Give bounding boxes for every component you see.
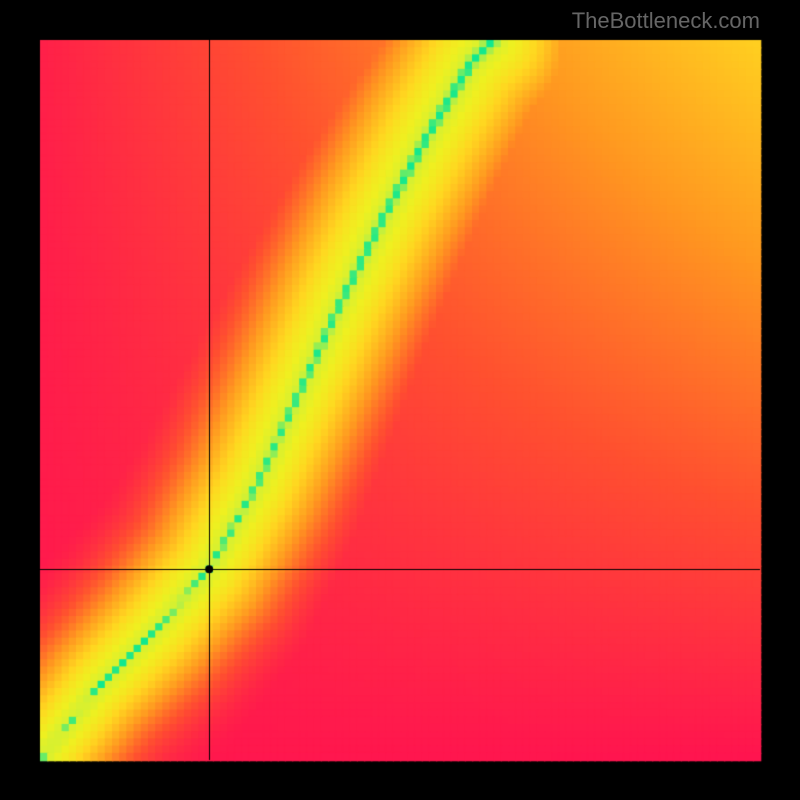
watermark-text: TheBottleneck.com — [572, 8, 760, 34]
heatmap-canvas — [0, 0, 800, 800]
chart-root: TheBottleneck.com — [0, 0, 800, 800]
